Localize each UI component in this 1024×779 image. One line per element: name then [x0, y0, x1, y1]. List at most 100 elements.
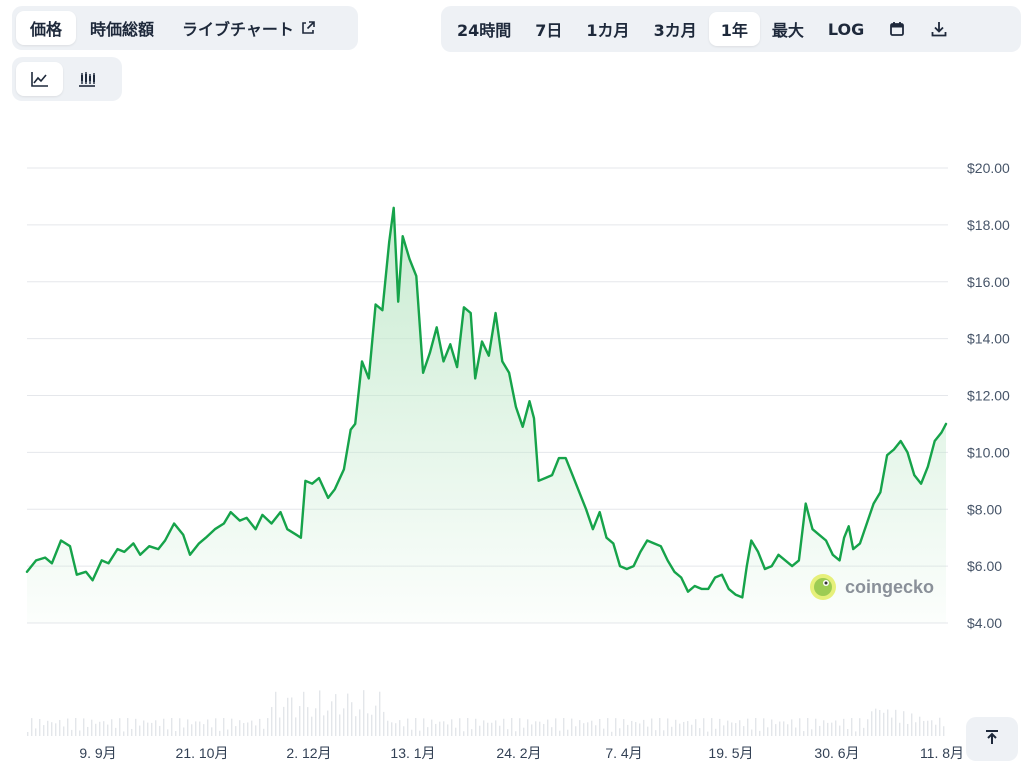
volume-bar: [591, 720, 593, 736]
volume-bar: [583, 723, 585, 736]
tab-range-7d[interactable]: 7日: [523, 12, 574, 46]
volume-bar: [651, 718, 653, 736]
x-tick-label: 13. 1月: [390, 745, 435, 761]
volume-bar: [755, 718, 757, 736]
tab-live-chart[interactable]: ライブチャート: [168, 11, 330, 45]
volume-bar: [411, 729, 413, 736]
volume-bar: [523, 727, 525, 736]
volume-bar: [727, 720, 729, 736]
download-icon: [930, 20, 948, 38]
y-tick-label: $6.00: [967, 558, 1002, 574]
volume-bar: [63, 726, 65, 736]
volume-bar: [887, 709, 889, 736]
range-tabs: 24時間 7日 1カ月 3カ月 1年 最大 LOG: [441, 6, 1021, 52]
volume-bar: [595, 725, 597, 736]
volume-bar: [67, 718, 69, 736]
calendar-button[interactable]: [876, 12, 918, 46]
volume-bar: [719, 718, 721, 736]
volume-bar: [163, 718, 165, 736]
volume-bar: [83, 718, 85, 736]
volume-bar: [555, 718, 557, 736]
volume-bar: [143, 720, 145, 736]
volume-bar: [75, 718, 77, 736]
volume-bar: [399, 720, 401, 736]
volume-bar: [891, 717, 893, 736]
volume-bar: [803, 731, 805, 736]
candlestick-chart-button[interactable]: [63, 62, 110, 96]
volume-bar: [71, 729, 73, 736]
volume-bar: [827, 722, 829, 736]
volume-bar: [315, 708, 317, 736]
volume-bar: [207, 719, 209, 736]
tab-range-24h[interactable]: 24時間: [445, 12, 523, 46]
volume-bar: [47, 720, 49, 736]
x-tick-label: 24. 2月: [496, 745, 541, 761]
tab-range-max[interactable]: 最大: [760, 12, 816, 46]
volume-bar: [79, 730, 81, 736]
tab-market-cap[interactable]: 時価総額: [76, 11, 168, 45]
line-chart-button[interactable]: [16, 62, 63, 96]
x-tick-label: 30. 6月: [814, 745, 859, 761]
x-tick-label: 9. 9月: [79, 745, 116, 761]
volume-bar: [475, 718, 477, 736]
volume-bar: [511, 718, 513, 736]
x-tick-label: 11. 8月: [920, 745, 964, 761]
volume-bar: [303, 691, 305, 736]
y-tick-label: $10.00: [967, 444, 1010, 460]
volume-bar: [355, 716, 357, 736]
volume-bar: [867, 719, 869, 736]
tab-range-1m[interactable]: 1カ月: [574, 12, 641, 46]
volume-bar: [663, 730, 665, 736]
volume-bar: [787, 724, 789, 736]
volume-bar: [747, 718, 749, 736]
volume-bar: [831, 722, 833, 736]
volume-bar: [99, 721, 101, 736]
volume-bar: [307, 707, 309, 736]
volume-bar: [259, 718, 261, 736]
volume-bar: [503, 718, 505, 736]
tab-price[interactable]: 価格: [16, 11, 77, 45]
volume-bar: [735, 723, 737, 736]
volume-bar: [603, 728, 605, 736]
volume-bar: [599, 718, 601, 736]
metric-tabs: 価格 時価総額 ライブチャート: [12, 6, 358, 50]
volume-bar: [379, 691, 381, 736]
download-button[interactable]: [918, 12, 960, 46]
volume-bar: [371, 714, 373, 736]
volume-bar: [763, 718, 765, 736]
coingecko-watermark: coingecko: [810, 574, 934, 600]
tab-range-3m[interactable]: 3カ月: [642, 12, 709, 46]
scroll-top-button[interactable]: [966, 717, 1018, 761]
tab-range-24h-label: 24時間: [457, 21, 512, 40]
calendar-icon: [888, 20, 906, 38]
volume-bar: [855, 731, 857, 736]
volume-bar: [547, 719, 549, 736]
volume-bar: [147, 722, 149, 736]
volume-bar: [363, 690, 365, 736]
volume-bar: [819, 725, 821, 736]
volume-bar: [631, 720, 633, 736]
volume-bar: [527, 719, 529, 736]
tab-log-scale[interactable]: LOG: [816, 12, 876, 46]
volume-bar: [287, 697, 289, 736]
volume-bar: [275, 691, 277, 736]
tab-price-label: 価格: [30, 20, 63, 39]
volume-bar: [939, 717, 941, 736]
volume-bar: [811, 729, 813, 736]
volume-bar: [507, 729, 509, 736]
volume-bar: [767, 727, 769, 736]
volume-bar: [559, 730, 561, 736]
volume-bar: [647, 726, 649, 736]
volume-bar: [271, 707, 273, 736]
volume-bar: [643, 719, 645, 736]
tab-range-1y[interactable]: 1年: [708, 12, 760, 46]
volume-bar: [615, 718, 617, 736]
volume-bar: [87, 726, 89, 736]
volume-bar: [323, 715, 325, 736]
volume-bar: [55, 723, 57, 736]
volume-bar: [179, 718, 181, 736]
volume-bar: [563, 718, 565, 736]
volume-bar: [187, 719, 189, 736]
volume-bar: [571, 718, 573, 736]
